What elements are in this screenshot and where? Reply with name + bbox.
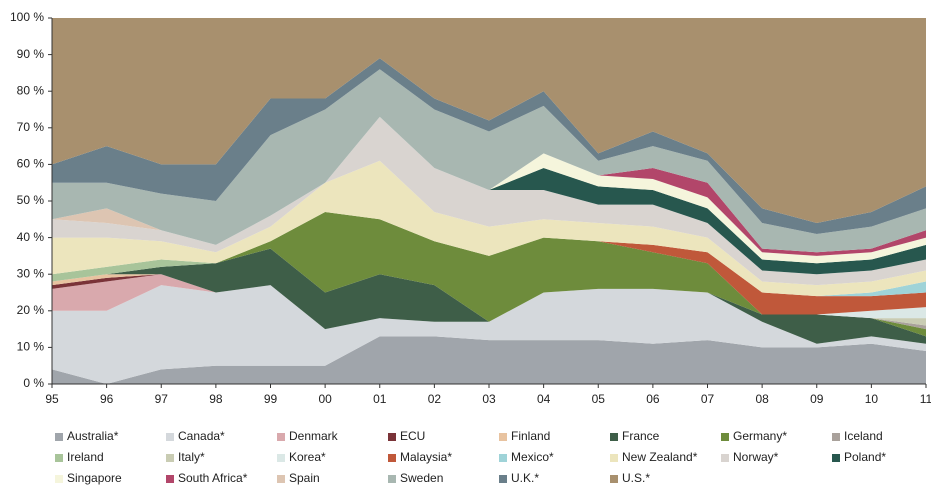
legend-label: ECU [400,429,425,443]
legend-label: Germany* [733,429,787,443]
x-tick-label: 02 [428,392,442,406]
legend-label: Poland* [844,450,886,464]
legend-swatch [499,454,507,462]
area [52,58,926,234]
y-tick-label: 80 % [17,83,45,97]
legend-label: U.S.* [622,471,650,485]
x-tick-label: 11 [920,392,931,406]
x-tick-label: 07 [701,392,715,406]
legend-swatch [721,433,729,441]
legend-label: South Africa* [178,471,248,485]
legend-swatch [388,475,396,483]
legend-label: Spain [289,471,320,485]
x-tick-label: 04 [537,392,551,406]
x-tick-label: 06 [646,392,660,406]
legend-swatch [832,454,840,462]
legend-label: Sweden [400,471,443,485]
area [52,116,926,286]
legend-label: Italy* [178,450,205,464]
x-tick-label: 05 [592,392,606,406]
legend-swatch [277,454,285,462]
area [52,69,926,253]
legend-label: Canada* [178,429,225,443]
x-tick-label: 03 [482,392,496,406]
y-tick-label: 10 % [17,340,45,354]
area [52,248,926,344]
legend-swatch [388,433,396,441]
area [52,336,926,384]
area [52,274,926,344]
legend-swatch [721,454,729,462]
legend-label: Finland [511,429,550,443]
legend-label: Mexico* [511,450,554,464]
x-tick-label: 95 [45,392,59,406]
legend-label: Malaysia* [400,450,452,464]
legend-label: France [622,429,660,443]
y-tick-label: 20 % [17,303,45,317]
area [52,285,926,384]
area [52,211,926,315]
x-tick-label: 96 [100,392,114,406]
legend-swatch [277,433,285,441]
legend-label: Australia* [67,429,119,443]
y-tick-label: 90 % [17,47,45,61]
legend-label: U.K.* [511,471,539,485]
legend-label: Norway* [733,450,779,464]
legend-swatch [832,433,840,441]
legend-label: Korea* [289,450,326,464]
legend-swatch [610,454,618,462]
legend-swatch [55,433,63,441]
legend-label: Denmark [289,429,339,443]
legend-swatch [499,475,507,483]
x-tick-label: 00 [318,392,332,406]
y-tick-label: 40 % [17,230,45,244]
x-tick-label: 09 [810,392,824,406]
y-tick-label: 100 % [10,10,44,24]
y-tick-label: 30 % [17,266,45,280]
legend-swatch [610,475,618,483]
y-tick-label: 70 % [17,120,45,134]
x-tick-label: 08 [755,392,769,406]
legend-swatch [55,475,63,483]
legend-swatch [166,454,174,462]
legend-label: Iceland [844,429,883,443]
x-tick-label: 99 [264,392,278,406]
x-tick-label: 10 [865,392,879,406]
area [52,160,926,297]
legend-swatch [610,433,618,441]
y-tick-label: 50 % [17,193,45,207]
area [52,18,926,223]
legend-label: Ireland [67,450,104,464]
y-tick-label: 60 % [17,157,45,171]
legend-label: New Zealand* [622,450,698,464]
x-tick-label: 01 [373,392,387,406]
area [52,211,926,337]
legend-swatch [388,454,396,462]
x-tick-label: 97 [155,392,169,406]
x-tick-label: 98 [209,392,223,406]
legend-swatch [166,475,174,483]
legend-label: Singapore [67,471,122,485]
y-tick-label: 0 % [23,376,44,390]
legend-swatch [499,433,507,441]
legend-swatch [277,475,285,483]
legend-swatch [166,433,174,441]
legend-swatch [55,454,63,462]
